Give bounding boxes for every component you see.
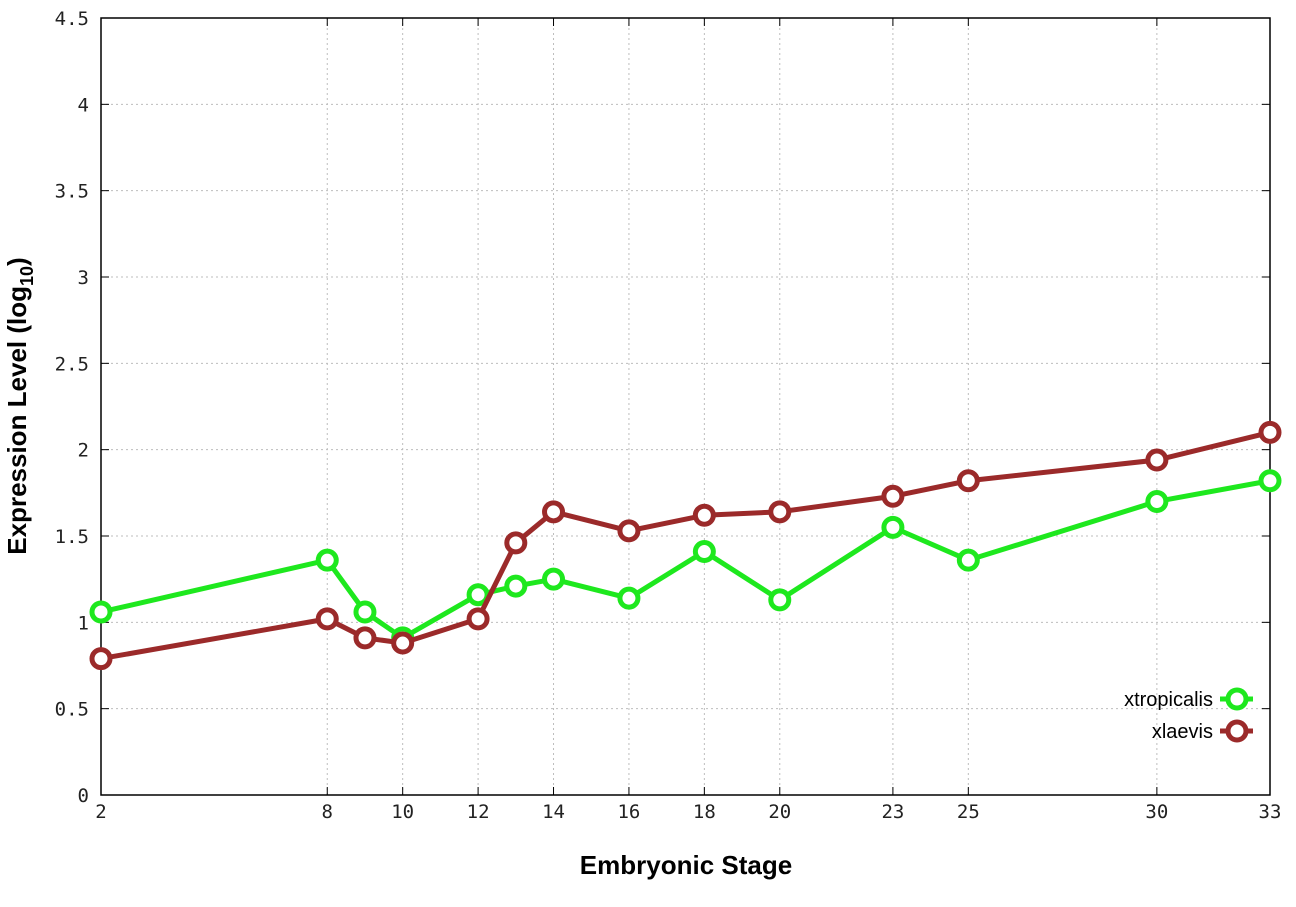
data-point-xtropicalis [768,588,792,612]
y-axis-title-main: Expression Level (log [2,286,32,555]
x-tick-label: 10 [391,801,414,823]
data-point-xlaevis [617,519,641,543]
plot-frame [100,17,1271,796]
data-point-xlaevis [391,631,415,655]
y-tick-label: 0.5 [55,699,89,721]
y-tick-label: 3.5 [55,181,89,203]
y-tick-label: 4.5 [55,8,89,30]
x-tick-label: 18 [693,801,716,823]
y-axis-title: Expression Level (log10) [2,257,37,554]
data-point-xlaevis [315,607,339,631]
data-point-xtropicalis [956,548,980,572]
data-point-xlaevis [89,647,113,671]
data-point-xlaevis [768,500,792,524]
x-tick-label: 30 [1145,801,1168,823]
x-tick-label: 20 [768,801,791,823]
x-tick-label: 23 [881,801,904,823]
y-tick-label: 1.5 [55,526,89,548]
data-point-xtropicalis [89,600,113,624]
series-group [89,420,1282,671]
legend-swatch-marker-xtropicalis [1225,687,1249,711]
data-point-xlaevis [504,531,528,555]
data-point-xlaevis [956,469,980,493]
data-point-xlaevis [1258,420,1282,444]
y-tick-label: 3 [78,267,89,289]
x-tick-label: 2 [95,801,106,823]
y-tick-label: 4 [78,94,89,116]
data-point-xtropicalis [692,540,716,564]
data-point-xtropicalis [504,574,528,598]
axis-ticks: 2 8 10 12 14 16 18 20 23 25 30 33 0 0.5 1 1.5 2 2.5 3 3.5 4 4… [55,8,1282,823]
series-line-xlaevis [100,429,1271,662]
y-tick-label: 0 [78,785,89,807]
data-point-xtropicalis [617,586,641,610]
data-point-xlaevis [353,626,377,650]
legend-swatch-marker-xlaevis [1225,719,1249,743]
y-axis-title-end: ) [2,257,32,266]
legend-label-xlaevis: xlaevis [1152,721,1213,743]
data-point-xlaevis [881,484,905,508]
legend-label-xtropicalis: xtropicalis [1124,689,1213,711]
x-axis-title: Embryonic Stage [580,850,792,880]
x-tick-label: 16 [617,801,640,823]
series-line-xtropicalis [100,478,1271,641]
data-point-xtropicalis [881,515,905,539]
legend: xtropicalis xlaevis [1124,687,1253,743]
x-tick-label: 8 [322,801,333,823]
data-point-xtropicalis [353,600,377,624]
data-point-xtropicalis [1145,489,1169,513]
y-axis-title-sub: 10 [17,266,37,286]
data-point-xtropicalis [315,548,339,572]
x-tick-label: 14 [542,801,565,823]
y-tick-label: 2 [78,440,89,462]
x-tick-label: 25 [957,801,980,823]
y-tick-label: 2.5 [55,353,89,375]
y-tick-label: 1 [78,612,89,634]
grid [101,18,1270,795]
data-point-xlaevis [1145,448,1169,472]
data-point-xtropicalis [542,567,566,591]
x-tick-label: 12 [467,801,490,823]
data-point-xlaevis [542,500,566,524]
data-point-xtropicalis [1258,469,1282,493]
x-tick-label: 33 [1259,801,1282,823]
data-point-xtropicalis [466,583,490,607]
data-point-xlaevis [466,607,490,631]
data-point-xlaevis [692,503,716,527]
